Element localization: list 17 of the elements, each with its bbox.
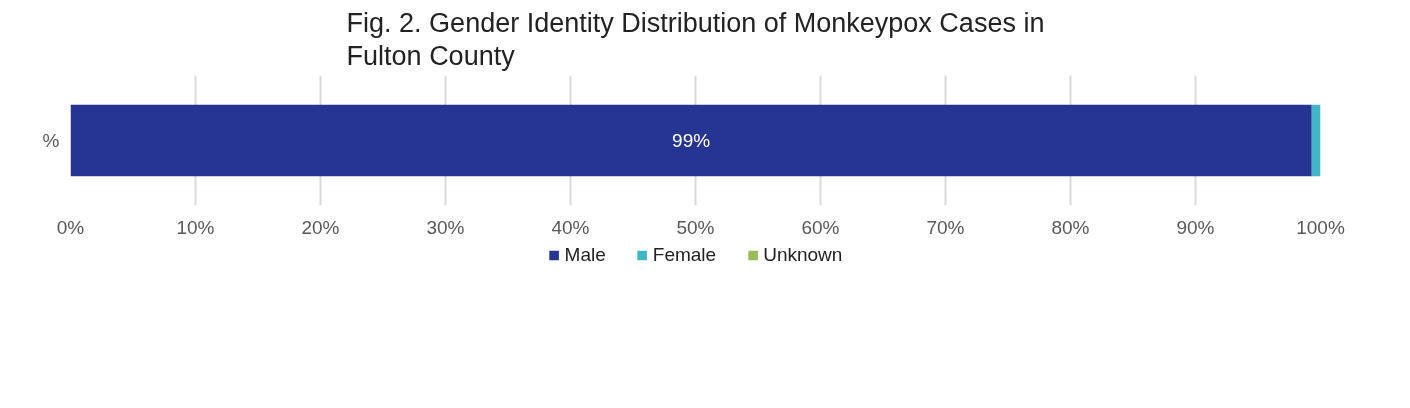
x-tick-label: 100% <box>1296 216 1345 238</box>
x-tick-label: 0% <box>56 216 85 238</box>
y-tick-label: % <box>42 130 60 151</box>
x-tick-label: 50% <box>676 216 715 238</box>
x-tick-label: 80% <box>1051 216 1090 238</box>
x-tick-label: 60% <box>801 216 840 238</box>
x-tick-label: 40% <box>551 216 590 238</box>
x-tick-label: 30% <box>426 216 465 238</box>
legend-label: Male <box>564 244 606 266</box>
data-label: 99% <box>672 130 711 151</box>
x-tick-label: 90% <box>1176 216 1215 238</box>
chart-title: Fig. 2. Gender Identity Distribution of Monkeypox Cases in Fulton County <box>346 7 1045 71</box>
legend-label: Unknown <box>763 244 843 266</box>
x-tick-label: 70% <box>926 216 965 238</box>
x-tick-label: 20% <box>301 216 340 238</box>
legend-label: Female <box>652 244 717 266</box>
x-tick-label: 10% <box>176 216 215 238</box>
